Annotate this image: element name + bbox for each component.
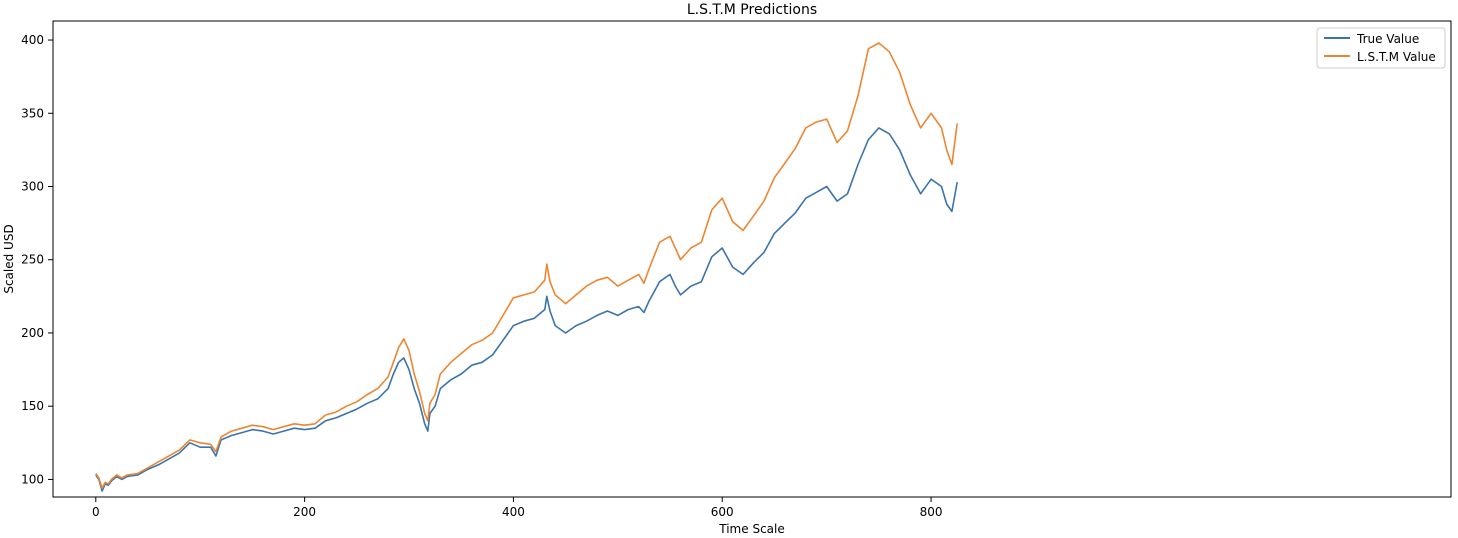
legend-label-true-value: True Value bbox=[1356, 32, 1419, 46]
y-tick-label: 400 bbox=[21, 33, 44, 47]
series-line-lstm-value bbox=[95, 42, 958, 489]
y-axis-label: Scaled USD bbox=[2, 224, 16, 293]
y-tick-label: 300 bbox=[21, 180, 44, 194]
series-line-true-value bbox=[95, 127, 958, 492]
chart-title: L.S.T.M Predictions bbox=[687, 2, 817, 18]
y-axis: 100 150 200 250 300 350 400 bbox=[21, 33, 53, 486]
x-axis-label: Time Scale bbox=[718, 522, 784, 536]
legend-label-lstm-value: L.S.T.M Value bbox=[1357, 50, 1436, 64]
x-tick-label: 0 bbox=[92, 505, 100, 519]
x-tick-label: 800 bbox=[920, 505, 943, 519]
y-tick-label: 150 bbox=[21, 399, 44, 413]
y-tick-label: 100 bbox=[21, 472, 44, 486]
y-tick-label: 350 bbox=[21, 106, 44, 120]
legend: True Value L.S.T.M Value bbox=[1316, 27, 1446, 69]
y-tick-label: 200 bbox=[21, 326, 44, 340]
x-tick-label: 200 bbox=[293, 505, 316, 519]
x-tick-label: 600 bbox=[711, 505, 734, 519]
x-axis: 0 200 400 600 800 bbox=[92, 497, 943, 519]
x-tick-label: 400 bbox=[502, 505, 525, 519]
plot-frame bbox=[52, 20, 1452, 498]
y-tick-label: 250 bbox=[21, 253, 44, 267]
series-layer bbox=[95, 42, 958, 492]
